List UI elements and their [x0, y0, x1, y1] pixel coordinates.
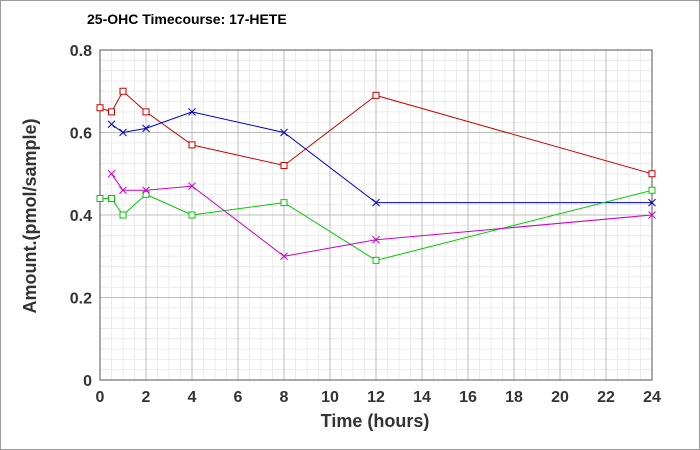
- marker-stroke: [119, 186, 127, 195]
- marker-stroke: [142, 124, 150, 133]
- x-tick-label: 18: [505, 389, 523, 406]
- chart-title: 25-OHC Timecourse: 17-HETE: [87, 11, 287, 27]
- x-tick-label: 2: [142, 389, 151, 406]
- data-point: [188, 108, 196, 116]
- y-axis-title: Amount.(pmol/sample): [20, 118, 40, 313]
- marker-stroke: [648, 211, 656, 219]
- data-point: [142, 186, 150, 195]
- y-tick-label: 0.6: [70, 126, 92, 143]
- data-point: [107, 120, 116, 129]
- marker-stroke: [188, 108, 196, 116]
- data-point: [372, 198, 380, 207]
- data-point: [280, 199, 288, 207]
- series-4: [107, 169, 656, 261]
- marker-stroke: [280, 252, 288, 261]
- data-point: [108, 108, 115, 116]
- x-tick-label: 24: [643, 389, 661, 406]
- x-tick-label: 20: [551, 389, 569, 406]
- data-point: [188, 141, 196, 149]
- series-line: [111, 111, 652, 204]
- data-point: [119, 128, 127, 137]
- x-tick-labels: 0 2 4 6 8 10 12 14 16 18 20 22 24: [96, 389, 661, 406]
- data-point: [142, 108, 150, 116]
- data-point: [280, 162, 288, 169]
- marker-stroke: [142, 186, 150, 195]
- data-point: [142, 124, 150, 133]
- marker-stroke: [648, 198, 656, 207]
- x-tick-label: 4: [188, 389, 197, 406]
- data-point: [648, 198, 656, 207]
- marker-stroke: [188, 182, 196, 190]
- data-point: [107, 169, 116, 178]
- data-point: [648, 170, 656, 178]
- marker-stroke: [107, 120, 116, 129]
- y-tick-label: 0: [83, 373, 92, 390]
- data-point: [280, 252, 288, 261]
- series-1: [96, 87, 656, 178]
- series-layer: [96, 87, 656, 264]
- major-grid: [99, 49, 653, 381]
- x-tick-label: 22: [597, 389, 615, 406]
- marker-stroke: [372, 235, 380, 244]
- y-tick-label: 0.2: [70, 291, 92, 308]
- marker-stroke: [119, 128, 127, 137]
- x-tick-label: 10: [321, 389, 339, 406]
- data-point: [119, 211, 127, 219]
- data-point: [119, 87, 127, 95]
- x-tick-label: 12: [367, 389, 385, 406]
- data-point: [648, 186, 656, 194]
- data-point: [188, 182, 196, 190]
- data-point: [372, 235, 380, 244]
- marker-stroke: [372, 198, 380, 207]
- x-tick-label: 6: [234, 389, 243, 406]
- data-point: [108, 195, 115, 202]
- y-tick-label: 0.4: [70, 208, 92, 225]
- data-point: [280, 128, 288, 137]
- x-tick-label: 0: [96, 389, 105, 406]
- y-tick-labels: 0 0.2 0.4 0.6 0.8: [70, 43, 92, 390]
- data-point: [119, 186, 127, 195]
- x-tick-label: 16: [459, 389, 477, 406]
- data-point: [188, 211, 196, 219]
- data-point: [96, 195, 104, 202]
- data-point: [648, 211, 656, 219]
- series-3: [96, 186, 656, 264]
- data-point: [372, 256, 380, 264]
- x-axis-title: Time (hours): [321, 411, 430, 431]
- marker-stroke: [107, 169, 116, 178]
- data-point: [96, 104, 104, 112]
- data-point: [142, 190, 150, 198]
- x-tick-label: 8: [280, 389, 289, 406]
- x-tick-label: 14: [413, 389, 431, 406]
- data-point: [372, 91, 380, 99]
- y-tick-label: 0.8: [70, 43, 92, 60]
- series-2: [107, 108, 656, 207]
- marker-stroke: [280, 128, 288, 137]
